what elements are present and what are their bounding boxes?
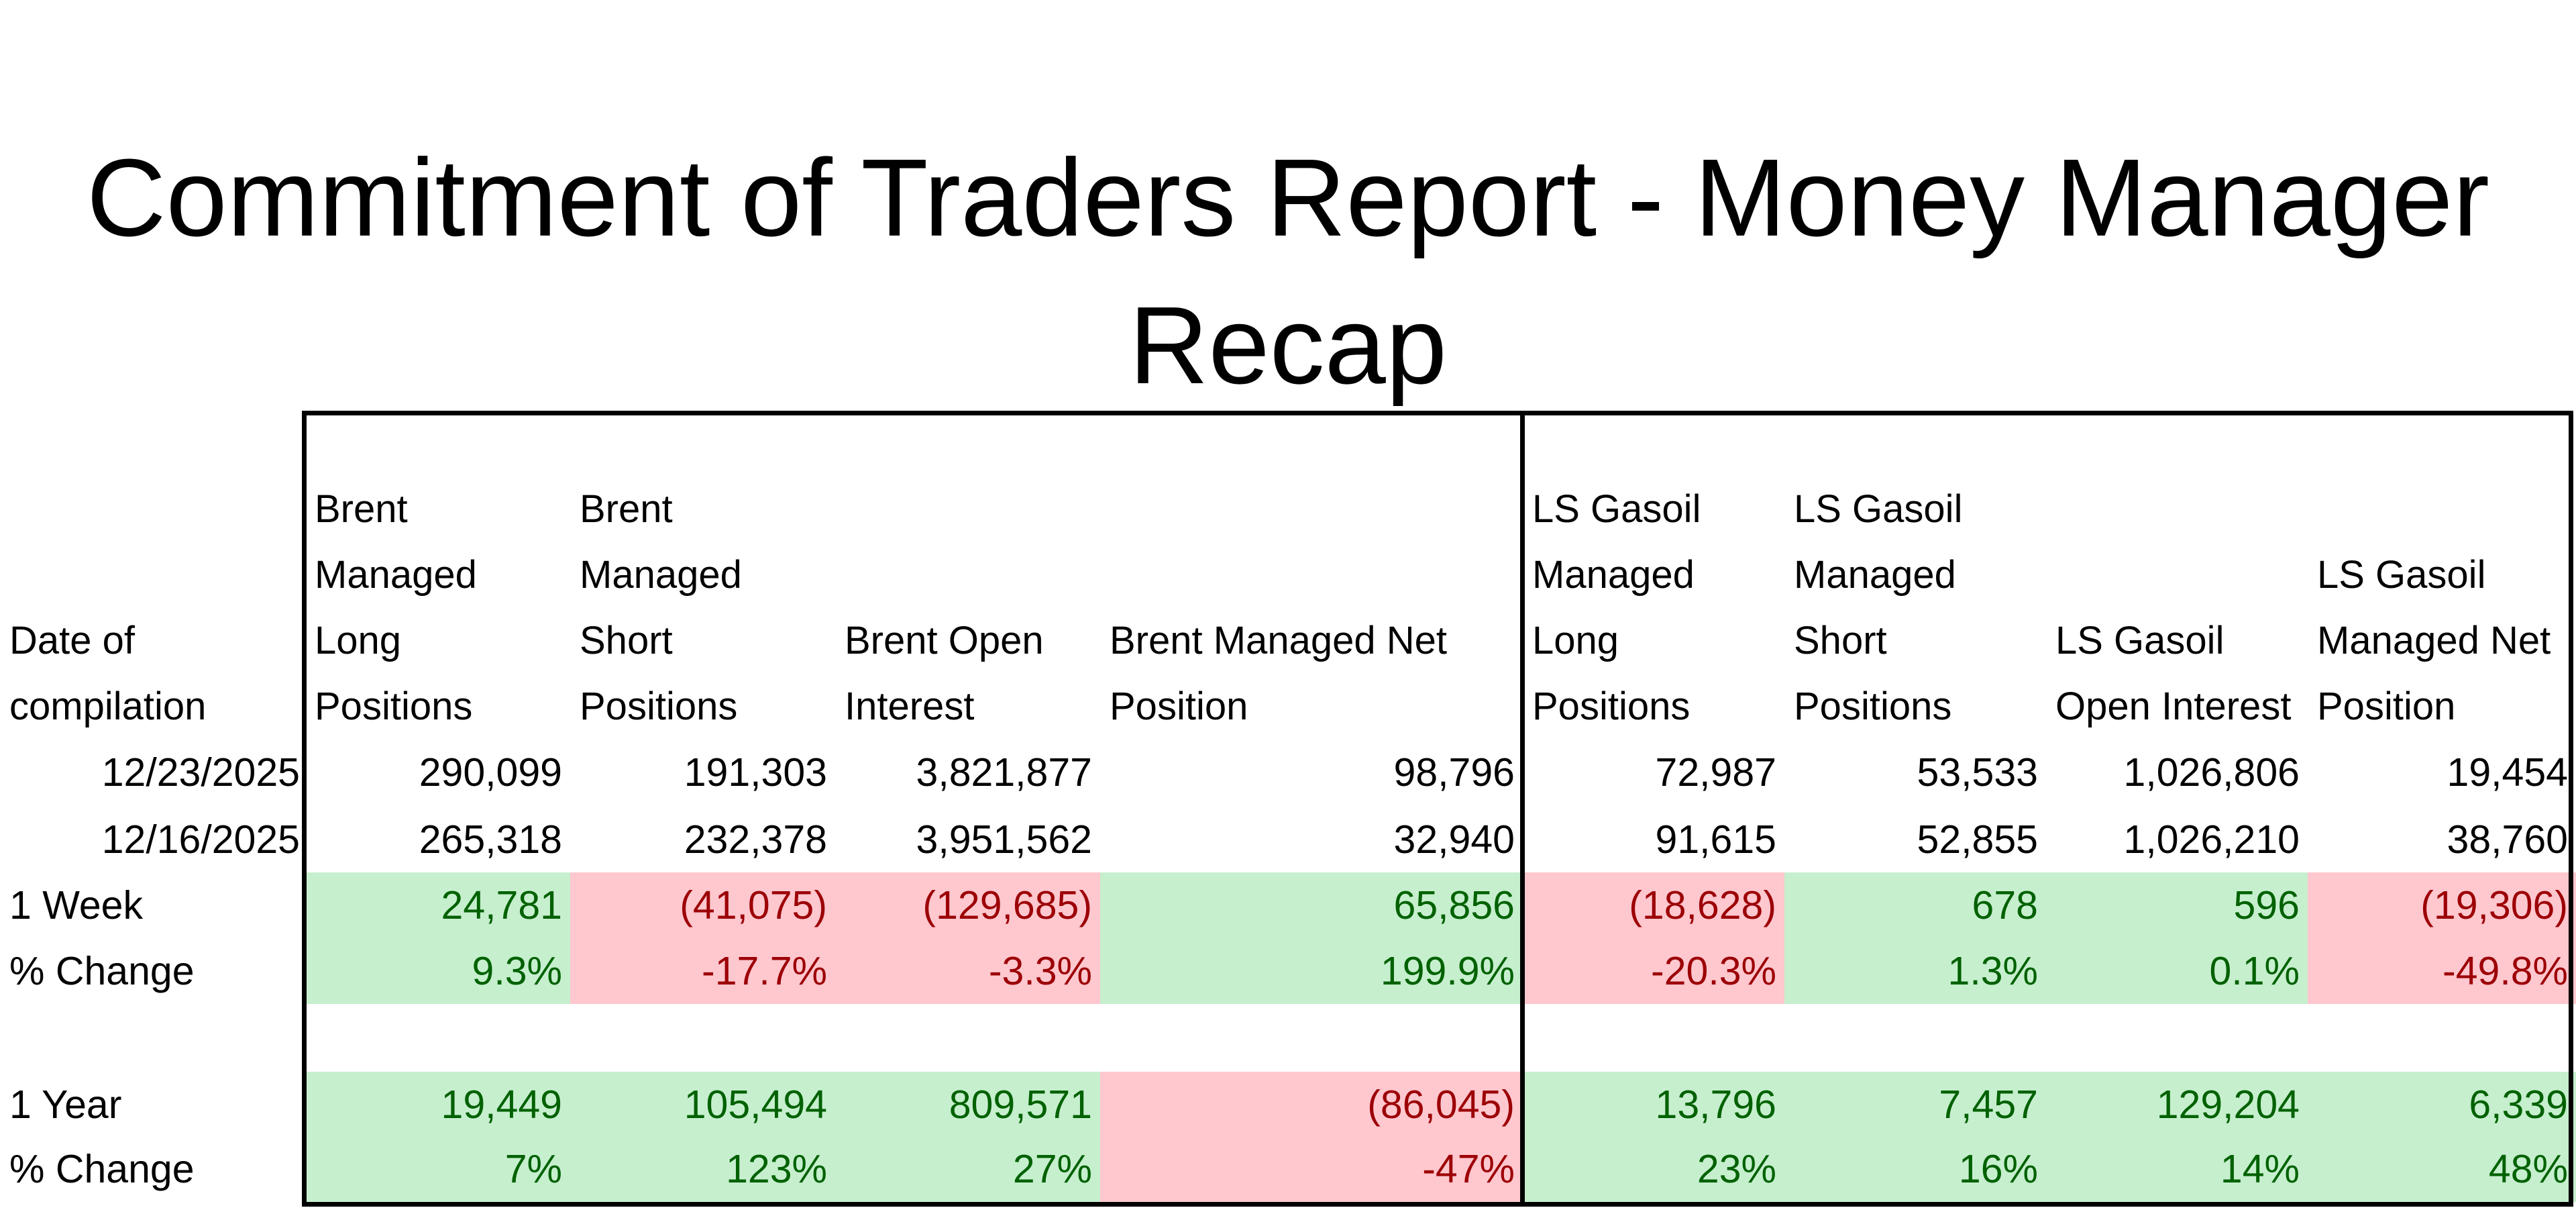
- table-cell: 6,339: [2308, 1072, 2576, 1138]
- table-cell: 678: [1784, 872, 2046, 938]
- column-header: Brent Managed Net Position: [1110, 619, 1447, 728]
- column-header: LS Gasoil Managed Net Position: [2317, 553, 2551, 728]
- row-label: % Change: [9, 1147, 195, 1191]
- table-cell: 3,821,877: [916, 750, 1092, 795]
- row-label: % Change: [9, 949, 195, 993]
- table-cell: 9.3%: [305, 938, 570, 1004]
- table-cell: 290,099: [419, 750, 562, 795]
- row-label: 12/23/2025: [101, 750, 300, 795]
- table-cell: 91,615: [1655, 817, 1776, 862]
- table-cell: 98,796: [1393, 750, 1515, 795]
- report-title-line1: Commitment of Traders Report - Money Man…: [87, 136, 2489, 259]
- row-label: 1 Year: [9, 1082, 122, 1127]
- table-cell: 809,571: [835, 1072, 1100, 1138]
- table-cell: (18,628): [1523, 872, 1784, 938]
- row-label: 12/16/2025: [101, 817, 300, 862]
- column-header: Brent Managed Short Positions: [580, 487, 742, 728]
- table-cell: 7,457: [1784, 1072, 2046, 1138]
- table-cell: (86,045): [1100, 1072, 1523, 1138]
- brent-section-border: [302, 411, 1525, 1207]
- table-cell: 596: [2046, 872, 2308, 938]
- table-cell: 265,318: [419, 817, 562, 862]
- table-cell: 1.3%: [1784, 938, 2046, 1004]
- report-title: Commitment of Traders Report - Money Man…: [0, 124, 2576, 419]
- table-cell: 7%: [305, 1136, 570, 1202]
- table-cell: 14%: [2046, 1136, 2308, 1202]
- table-cell: 48%: [2308, 1136, 2576, 1202]
- table-cell: 191,303: [684, 750, 827, 795]
- table-cell: (129,685): [835, 872, 1100, 938]
- column-header: LS Gasoil Managed Long Positions: [1532, 487, 1701, 728]
- table-cell: 53,533: [1917, 750, 2038, 795]
- table-cell: 65,856: [1100, 872, 1523, 938]
- table-cell: 23%: [1523, 1136, 1784, 1202]
- table-cell: 72,987: [1655, 750, 1776, 795]
- column-header: Brent Managed Long Positions: [315, 487, 477, 728]
- table-cell: (41,075): [570, 872, 835, 938]
- table-cell: 3,951,562: [916, 817, 1092, 862]
- table-cell: 199.9%: [1100, 938, 1523, 1004]
- table-cell: 16%: [1784, 1136, 2046, 1202]
- table-cell: -17.7%: [570, 938, 835, 1004]
- table-cell: -49.8%: [2308, 938, 2576, 1004]
- table-cell: 1,026,806: [2123, 750, 2300, 795]
- column-header: Brent Open Interest: [845, 619, 1044, 728]
- column-header: Date of compilation: [9, 619, 207, 728]
- table-cell: 52,855: [1917, 817, 2038, 862]
- table-cell: 232,378: [684, 817, 827, 862]
- table-cell: 129,204: [2046, 1072, 2308, 1138]
- table-cell: 19,449: [305, 1072, 570, 1138]
- gasoil-section-border: [1520, 411, 2573, 1207]
- table-cell: 27%: [835, 1136, 1100, 1202]
- column-header: LS Gasoil Managed Short Positions: [1794, 487, 1963, 728]
- table-cell: 38,760: [2447, 817, 2568, 862]
- row-label: 1 Week: [9, 883, 143, 927]
- table-cell: 19,454: [2447, 750, 2568, 795]
- table-cell: 24,781: [305, 872, 570, 938]
- table-cell: 13,796: [1523, 1072, 1784, 1138]
- table-cell: 32,940: [1393, 817, 1515, 862]
- report-title-line2: Recap: [1128, 284, 1448, 407]
- table-cell: 123%: [570, 1136, 835, 1202]
- table-cell: 105,494: [570, 1072, 835, 1138]
- table-cell: 1,026,210: [2123, 817, 2300, 862]
- table-cell: -3.3%: [835, 938, 1100, 1004]
- table-cell: 0.1%: [2046, 938, 2308, 1004]
- table-cell: (19,306): [2308, 872, 2576, 938]
- column-header: LS Gasoil Open Interest: [2055, 619, 2292, 728]
- table-cell: -20.3%: [1523, 938, 1784, 1004]
- table-cell: -47%: [1100, 1136, 1523, 1202]
